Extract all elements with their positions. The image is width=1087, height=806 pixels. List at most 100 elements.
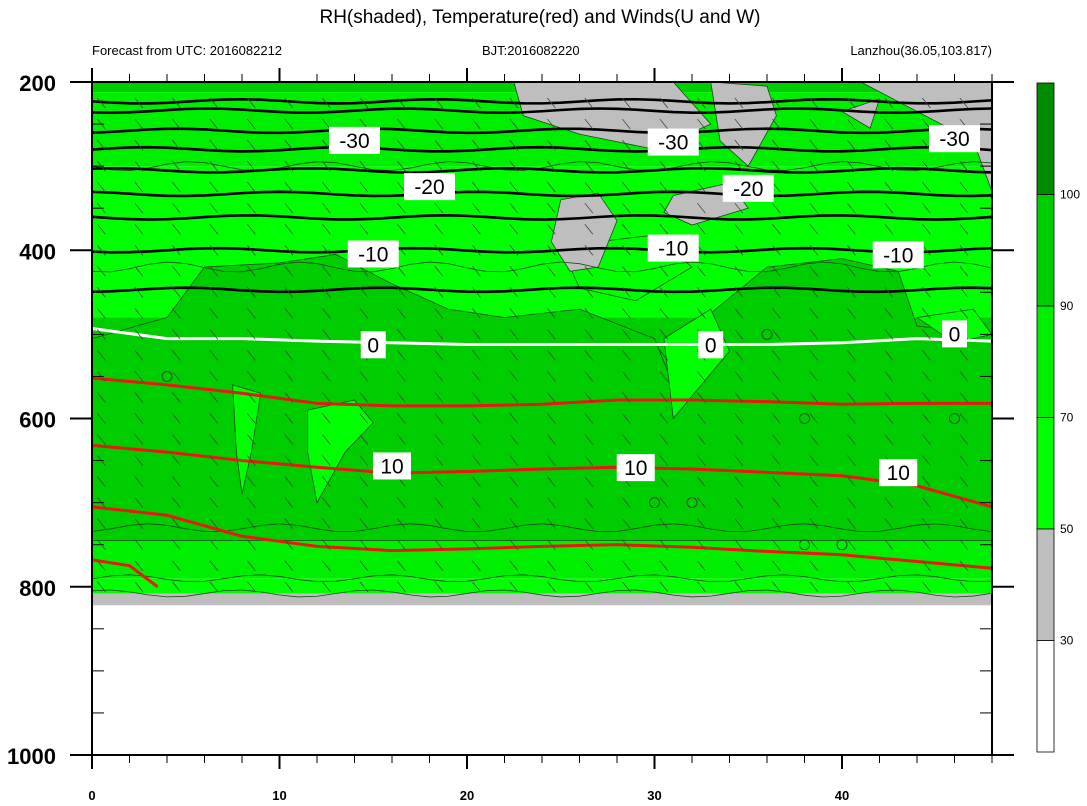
rh-contour xyxy=(91,523,993,533)
wind-barb xyxy=(322,434,331,445)
wind-barb xyxy=(284,539,294,550)
wind-barb xyxy=(509,392,519,403)
wind-barb xyxy=(734,97,744,109)
wind-barb xyxy=(209,245,219,256)
wind-barb xyxy=(922,160,931,172)
wind-barb xyxy=(472,139,481,151)
wind-barb xyxy=(472,392,481,403)
isotherm-line xyxy=(91,376,992,408)
wind-barb xyxy=(434,202,444,214)
wind-barb xyxy=(959,560,969,571)
wind-barb xyxy=(172,497,181,508)
wind-barb xyxy=(809,350,819,361)
wind-barb xyxy=(284,287,294,298)
wind-barb xyxy=(959,181,969,193)
wind-barb xyxy=(847,118,856,130)
wind-barb xyxy=(322,455,331,466)
wind-barb xyxy=(209,581,219,592)
wind-barb xyxy=(772,455,781,466)
wind-barb xyxy=(622,497,631,508)
wind-barb xyxy=(959,497,969,508)
wind-barb xyxy=(509,455,519,466)
wind-barb xyxy=(809,97,819,109)
wind-barb xyxy=(322,518,331,529)
rh-dry-patch xyxy=(841,98,881,129)
wind-barb xyxy=(472,476,481,487)
wind-barb xyxy=(434,350,444,361)
wind-barb xyxy=(772,223,781,235)
wind-barb xyxy=(622,118,631,130)
wind-barb xyxy=(322,287,331,298)
wind-barb xyxy=(172,181,181,193)
wind-barb xyxy=(434,518,444,529)
wind-barb xyxy=(584,455,594,466)
wind-barb xyxy=(209,266,219,277)
wind-barb xyxy=(697,413,706,424)
wind-barb xyxy=(284,245,294,256)
wind-barb xyxy=(247,350,256,361)
wind-barb xyxy=(172,392,181,403)
wind-barb xyxy=(434,160,444,172)
wind-barb xyxy=(734,308,744,319)
wind-barb xyxy=(959,581,969,592)
contour-label-text: 10 xyxy=(624,457,647,480)
wind-barb xyxy=(884,392,894,403)
contour-label-text: -30 xyxy=(939,128,969,151)
wind-barb xyxy=(697,392,706,403)
wind-barb xyxy=(247,539,256,550)
wind-barb xyxy=(247,455,256,466)
calm-circle xyxy=(161,370,173,382)
wind-barb xyxy=(697,266,706,277)
isotherm-line xyxy=(91,166,993,174)
wind-barb xyxy=(509,434,519,445)
wind-barb xyxy=(172,308,181,319)
wind-barb xyxy=(247,581,256,592)
wind-barb xyxy=(247,118,256,130)
wind-barb xyxy=(922,350,931,361)
wind-barb xyxy=(772,392,781,403)
contour-label: 0 xyxy=(698,331,724,359)
wind-barb xyxy=(659,287,669,298)
subtitle-right: Lanzhou(36.05,103.817) xyxy=(850,43,992,58)
contour-label-box xyxy=(879,459,918,487)
wind-barb xyxy=(884,97,894,109)
wind-barb xyxy=(659,329,669,340)
isotherm-line xyxy=(91,107,993,115)
wind-barb xyxy=(434,581,444,592)
wind-barb xyxy=(622,245,631,256)
wind-barb xyxy=(622,329,631,340)
wind-barb xyxy=(284,160,294,172)
wind-barb xyxy=(172,245,181,256)
wind-barb xyxy=(884,539,894,550)
wind-barb xyxy=(959,308,969,319)
wind-barb xyxy=(959,287,969,298)
wind-barb xyxy=(247,329,256,340)
wind-barb xyxy=(97,97,106,109)
contour-label-box xyxy=(373,452,411,480)
rh-pocket xyxy=(232,384,262,495)
wind-barb xyxy=(622,139,631,151)
wind-barb xyxy=(172,118,181,130)
wind-barb xyxy=(509,202,519,214)
wind-barb xyxy=(734,518,744,529)
wind-barb xyxy=(172,223,181,235)
wind-barb xyxy=(359,287,369,298)
wind-barb xyxy=(434,266,444,277)
wind-barb xyxy=(397,560,406,571)
wind-barb xyxy=(134,181,144,193)
wind-barb xyxy=(172,160,181,172)
wind-barb xyxy=(472,497,481,508)
wind-barb xyxy=(134,202,144,214)
wind-barb xyxy=(659,497,669,508)
wind-barb xyxy=(284,560,294,571)
wind-barb xyxy=(172,434,181,445)
x-tick-label: 0 xyxy=(88,788,95,803)
wind-barb xyxy=(172,455,181,466)
wind-barb xyxy=(734,371,744,382)
wind-barb xyxy=(622,308,631,319)
wind-barb xyxy=(247,97,256,109)
wind-barb xyxy=(322,581,331,592)
wind-barb xyxy=(734,202,744,214)
contour-label-box xyxy=(616,454,655,482)
wind-barb xyxy=(922,202,931,214)
